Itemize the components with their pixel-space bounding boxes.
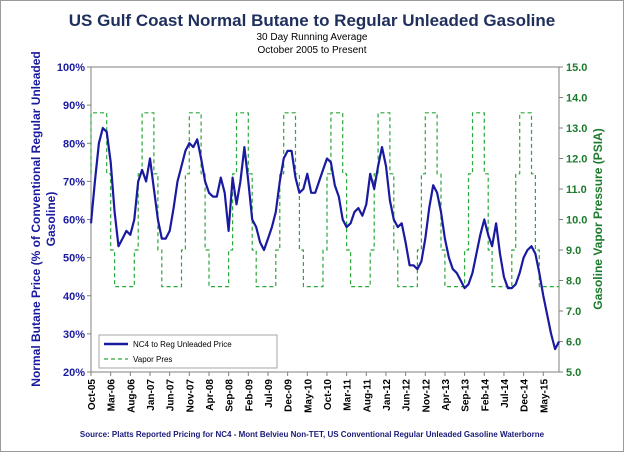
x-tick-label: Oct-05: [87, 379, 98, 411]
left-tick-label: 20%: [63, 367, 85, 379]
right-axis-label: Gasoline Vapor Pressure (PSIA): [591, 128, 605, 309]
x-tick-label: Feb-09: [244, 379, 255, 412]
series-vapor-line: [90, 112, 559, 288]
x-tick-label: Jan-12: [382, 379, 393, 411]
left-tick-label: 70%: [63, 176, 85, 188]
x-tick-label: Dec-14: [520, 379, 531, 412]
chart-title: US Gulf Coast Normal Butane to Regular U…: [69, 11, 555, 30]
x-axis-ticks: Oct-05 Mar-06 Aug-06 Jan-07 Jun-07 Nov-07 Apr-…: [87, 372, 550, 413]
x-tick-label: Jan-07: [146, 379, 157, 411]
plot-area: [90, 66, 560, 373]
series-layer: [89, 112, 560, 351]
x-tick-label: Aug-06: [126, 379, 137, 413]
right-axis-ticks: 5.0 6.0 7.0 8.0 9.0 10.0 11.0 12.0 13.0 14.0 15.0: [559, 62, 587, 379]
x-tick-label: Nov-07: [185, 379, 196, 413]
x-tick-label: May-10: [303, 379, 314, 413]
chart-subtitle-line-1: 30 Day Running Average: [256, 32, 367, 43]
x-tick-label: Dec-09: [284, 379, 295, 412]
legend-label-price: NC4 to Reg Unleaded Price: [133, 340, 232, 349]
x-tick-label: Jun-07: [166, 379, 177, 412]
left-tick-label: 90%: [63, 100, 85, 112]
x-tick-label: Mar-06: [107, 379, 118, 412]
right-tick-label: 7.0: [566, 306, 581, 318]
right-tick-label: 12.0: [566, 154, 587, 166]
x-tick-label: Apr-13: [441, 379, 452, 411]
source-note: Source: Platts Reported Pricing for NC4 …: [80, 430, 545, 439]
left-axis-label-line-2: Gasoline): [44, 192, 58, 247]
left-axis-ticks: 20% 30% 40% 50% 60% 70% 80% 90% 100%: [57, 62, 91, 379]
right-tick-label: 11.0: [566, 184, 587, 196]
legend-box: [98, 334, 278, 369]
x-tick-label: Jul-14: [500, 379, 511, 408]
x-tick-label: Jul-09: [264, 379, 275, 408]
x-tick-label: Apr-08: [205, 379, 216, 411]
left-tick-label: 40%: [63, 291, 85, 303]
x-tick-label: Oct-10: [323, 379, 334, 411]
series-price-line: [89, 126, 560, 351]
right-tick-label: 15.0: [566, 62, 587, 74]
left-tick-label: 30%: [63, 329, 85, 341]
right-tick-label: 9.0: [566, 245, 581, 257]
right-tick-label: 5.0: [566, 367, 581, 379]
left-tick-label: 100%: [57, 62, 85, 74]
x-tick-label: Jun-12: [402, 379, 413, 412]
x-tick-label: Aug-11: [362, 379, 373, 413]
x-tick-label: Sep-13: [461, 379, 472, 412]
x-tick-label: Sep-08: [225, 379, 236, 412]
left-tick-label: 80%: [63, 138, 85, 150]
chart-subtitle-line-2: October 2005 to Present: [258, 45, 367, 56]
right-tick-label: 6.0: [566, 337, 581, 349]
right-tick-label: 14.0: [566, 93, 587, 105]
left-tick-label: 60%: [63, 215, 85, 227]
right-tick-label: 10.0: [566, 215, 587, 227]
x-tick-label: May-15: [539, 379, 550, 413]
legend-label-vapor: Vapor Pres: [133, 355, 172, 364]
left-tick-label: 50%: [63, 253, 85, 265]
left-axis-label-line-1: Normal Butane Price (% of Conventional R…: [29, 51, 43, 386]
x-tick-label: Mar-11: [343, 379, 354, 411]
x-tick-label: Nov-12: [421, 379, 432, 413]
right-tick-label: 8.0: [566, 276, 581, 288]
right-tick-label: 13.0: [566, 123, 587, 135]
x-tick-label: Feb-14: [480, 379, 491, 412]
